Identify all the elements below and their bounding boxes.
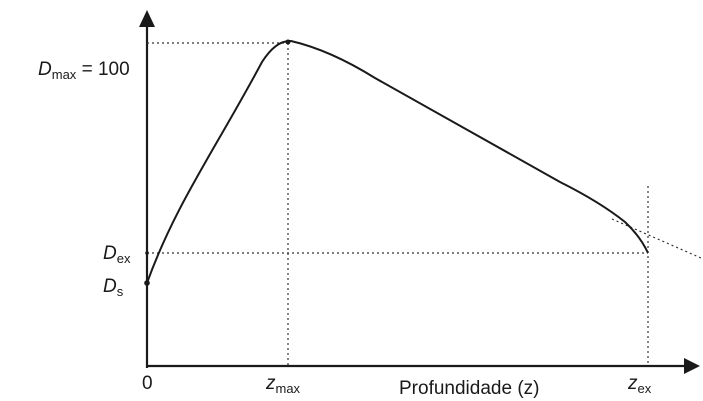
ds-label: Ds bbox=[103, 276, 124, 299]
extrapolation-line bbox=[611, 218, 702, 259]
ds-point bbox=[144, 280, 150, 286]
zmax-label: zmax bbox=[265, 373, 301, 396]
x-axis-arrow-icon bbox=[684, 358, 700, 374]
origin-label: 0 bbox=[142, 373, 153, 394]
y-axis-arrow-icon bbox=[139, 10, 155, 27]
x-axis-title: Profundidade (z) bbox=[399, 378, 539, 399]
dmax-point bbox=[285, 39, 291, 45]
dex-point bbox=[145, 251, 149, 255]
dmax-label: Dmax = 100 bbox=[38, 59, 130, 82]
dex-label: Dex bbox=[103, 243, 131, 266]
zex-label: zex bbox=[627, 373, 652, 396]
dose-curve bbox=[146, 39, 649, 284]
